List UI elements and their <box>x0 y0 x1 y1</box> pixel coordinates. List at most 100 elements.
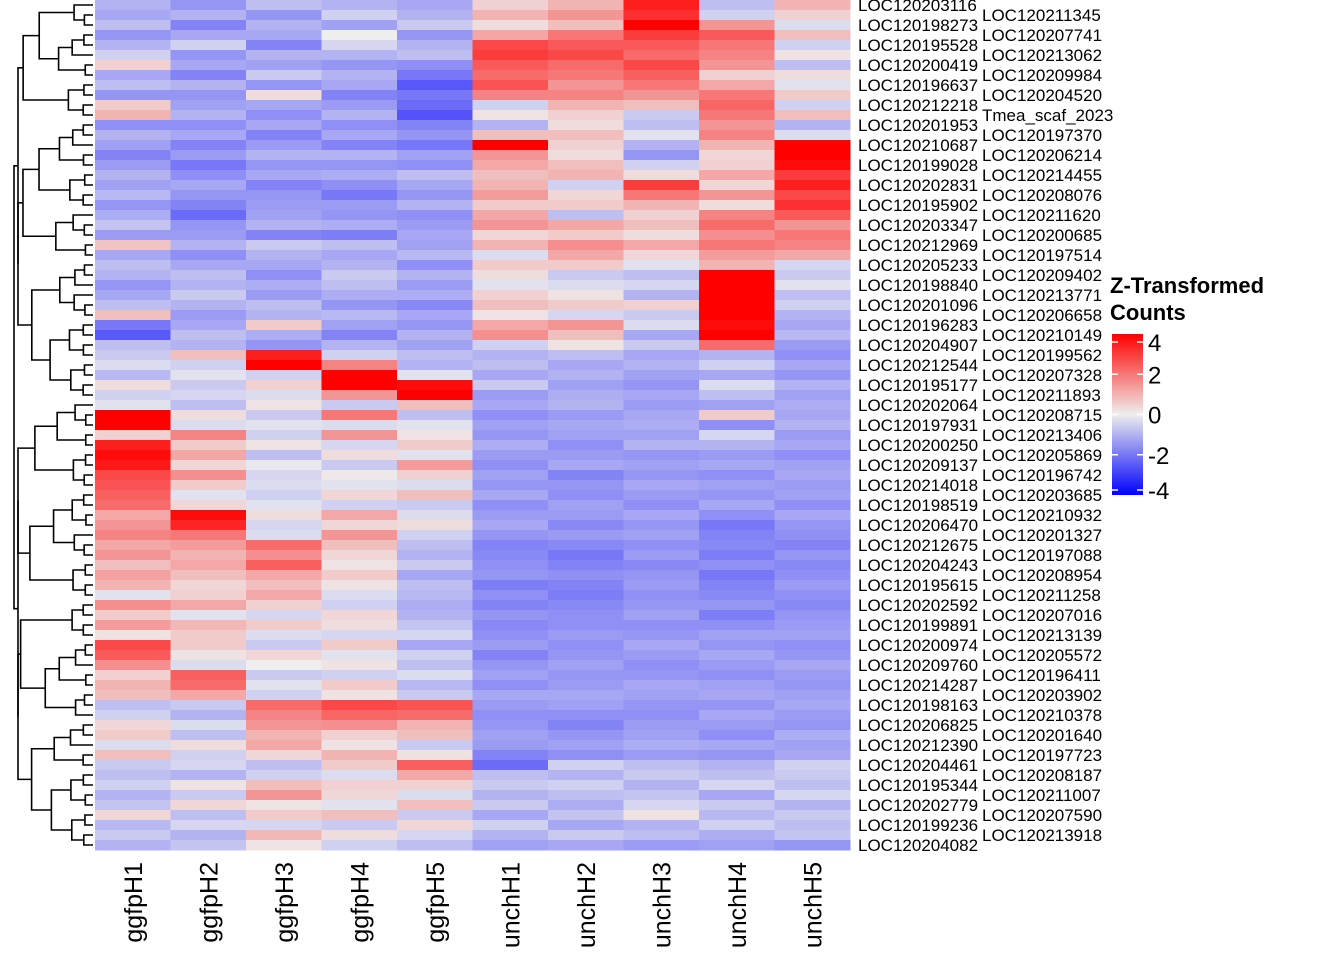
dendrogram-branch <box>58 656 86 681</box>
heatmap-cell <box>472 650 549 661</box>
row-label: LOC120202779 <box>858 796 978 815</box>
heatmap-cell <box>170 560 247 571</box>
heatmap-cell <box>548 120 624 131</box>
heatmap-cell <box>472 110 549 121</box>
heatmap-cell <box>548 150 624 161</box>
heatmap-cell <box>95 820 171 831</box>
heatmap-cell <box>548 830 624 841</box>
dendrogram-branch <box>83 474 93 486</box>
heatmap-cell <box>774 490 851 501</box>
heatmap-cell <box>472 620 549 631</box>
heatmap-cell <box>95 290 171 301</box>
dendrogram-branch <box>82 774 93 786</box>
heatmap-cell <box>170 470 247 481</box>
heatmap-cell <box>623 130 700 141</box>
heatmap-cell <box>95 580 171 591</box>
heatmap-cell <box>548 580 624 591</box>
heatmap-cell <box>774 310 851 321</box>
heatmap-cell <box>170 230 247 241</box>
heatmap-cell <box>548 110 624 121</box>
heatmap-cell <box>95 710 171 721</box>
heatmap-cell <box>170 160 247 171</box>
heatmap-cell <box>472 330 549 341</box>
heatmap-cell <box>472 310 549 321</box>
heatmap-cell <box>246 10 322 21</box>
heatmap-cell <box>321 620 398 631</box>
heatmap-cell <box>321 420 398 431</box>
heatmap-cell <box>321 130 398 141</box>
heatmap-cell <box>321 100 398 111</box>
heatmap-cell <box>548 210 624 221</box>
heatmap-cell <box>246 730 322 741</box>
heatmap-cell <box>246 670 322 681</box>
heatmap-cell <box>321 490 398 501</box>
heatmap-cell <box>774 590 851 601</box>
heatmap-cell <box>246 300 322 311</box>
heatmap-cell <box>699 200 775 211</box>
heatmap-cell <box>623 330 700 341</box>
heatmap-cell <box>623 500 700 511</box>
heatmap-cell <box>95 90 171 101</box>
heatmap-cell <box>170 370 247 381</box>
heatmap-cell <box>774 130 851 141</box>
row-label: LOC120203685 <box>982 486 1102 505</box>
heatmap-cell <box>95 700 171 711</box>
row-label: LOC120211258 <box>982 586 1101 605</box>
heatmap-cell <box>548 190 624 201</box>
heatmap-cell <box>397 740 473 751</box>
heatmap-cell <box>397 190 473 201</box>
heatmap-cell <box>548 70 624 81</box>
heatmap-cell <box>774 400 851 411</box>
heatmap-cell <box>170 360 247 371</box>
dendrogram-branch <box>84 814 93 826</box>
heatmap-cell <box>95 460 171 471</box>
heatmap-cell <box>699 500 775 511</box>
heatmap-cell <box>95 560 171 571</box>
dendrogram-branch <box>38 11 75 60</box>
heatmap-cell <box>321 590 398 601</box>
heatmap-cell <box>623 820 700 831</box>
heatmap-cell <box>246 530 322 541</box>
heatmap-cell <box>472 520 549 531</box>
dendrogram-branch <box>72 459 86 481</box>
dendrogram-branch <box>69 179 85 201</box>
heatmap-cell <box>321 10 398 21</box>
row-label: LOC120198273 <box>858 16 978 35</box>
legend-tick-label: 0 <box>1148 403 1161 430</box>
heatmap-cell <box>548 740 624 751</box>
heatmap-cell <box>246 430 322 441</box>
heatmap-cell <box>548 470 624 481</box>
heatmap-cell <box>472 230 549 241</box>
row-dendrogram <box>13 4 93 846</box>
heatmap-cell <box>699 610 775 621</box>
dendrogram-branch <box>49 339 71 381</box>
heatmap-cell <box>699 80 775 91</box>
heatmap-cell <box>246 290 322 301</box>
heatmap-cell <box>548 370 624 381</box>
heatmap-cell <box>623 190 700 201</box>
row-label: LOC120214018 <box>858 476 978 495</box>
heatmap-cell <box>472 80 549 91</box>
row-label: LOC120200250 <box>858 436 978 455</box>
heatmap-cell <box>548 810 624 821</box>
dendrogram-branch <box>83 14 93 26</box>
row-label: LOC120208187 <box>982 766 1102 785</box>
heatmap-cell <box>170 590 247 601</box>
heatmap-cell <box>774 520 851 531</box>
heatmap-cell <box>699 740 775 751</box>
row-label: LOC120213771 <box>982 286 1102 305</box>
heatmap-cell <box>95 720 171 731</box>
heatmap-cell <box>472 30 549 41</box>
dendrogram-branch <box>55 221 86 251</box>
row-label: LOC120198519 <box>858 496 978 515</box>
heatmap-cell <box>623 490 700 501</box>
heatmap-cell <box>321 300 398 311</box>
heatmap-cell <box>397 410 473 421</box>
heatmap-cell <box>699 180 775 191</box>
heatmap-cell <box>623 380 700 391</box>
heatmap-cell <box>170 90 247 101</box>
heatmap-cell <box>472 570 549 581</box>
heatmap-cell <box>170 440 247 451</box>
heatmap-cell <box>397 590 473 601</box>
heatmap-cell <box>95 550 171 561</box>
